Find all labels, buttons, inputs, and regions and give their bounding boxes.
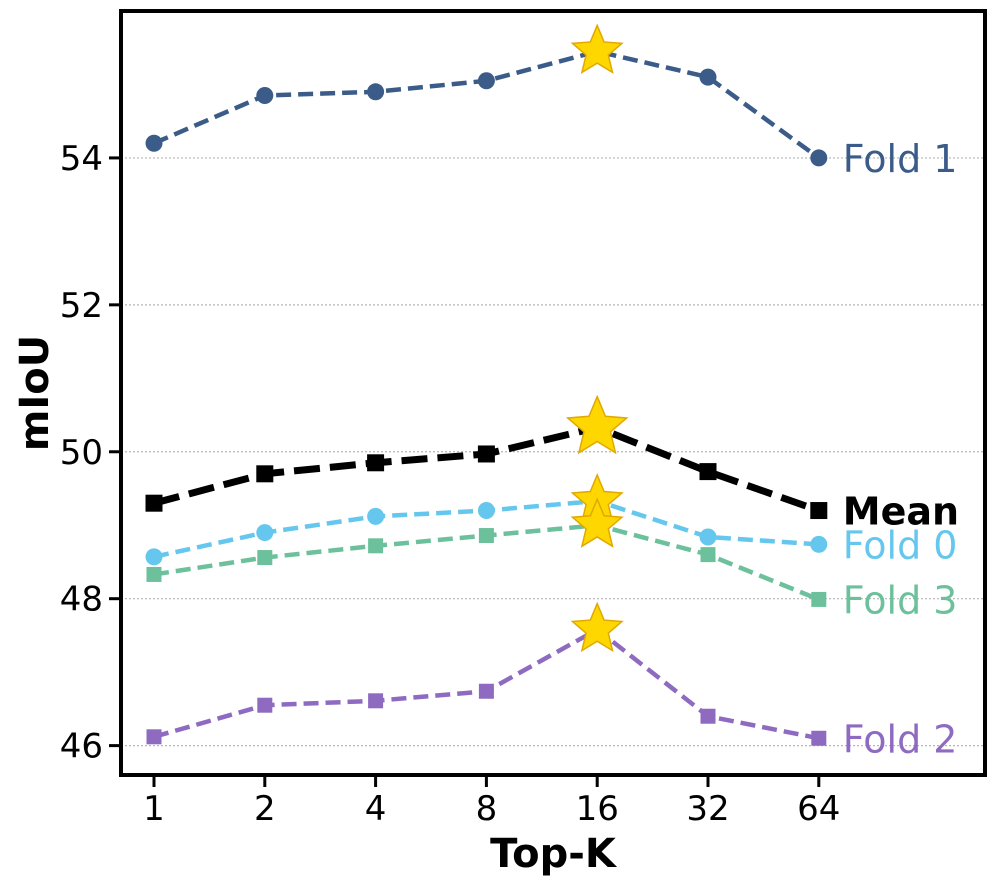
series-fold-2	[146, 627, 827, 746]
x-axis-title: Top-K	[490, 831, 618, 877]
series-line	[153, 424, 820, 514]
highlight-star-marker	[565, 394, 629, 455]
data-point	[145, 494, 163, 512]
data-point	[478, 683, 494, 699]
y-tick-label: 52	[60, 286, 103, 326]
data-point	[146, 729, 162, 745]
y-tick-label: 48	[60, 580, 103, 620]
x-tick-label: 1	[143, 789, 165, 829]
x-tick-label: 16	[576, 789, 619, 829]
data-point	[477, 72, 495, 90]
series-fold-0	[145, 498, 828, 566]
data-point	[699, 463, 717, 481]
series-label-fold-0: Fold 0	[843, 523, 958, 567]
data-point	[146, 566, 162, 582]
highlight-star-marker	[570, 601, 624, 653]
plot-frame	[119, 9, 987, 777]
data-point	[256, 524, 274, 542]
data-point	[368, 693, 384, 709]
x-tick-label: 2	[254, 789, 276, 829]
x-tick-label: 32	[686, 789, 729, 829]
data-point	[367, 454, 385, 472]
data-point	[810, 149, 828, 167]
series-fold-1	[145, 49, 828, 167]
y-tick-label: 54	[60, 139, 103, 179]
data-point	[700, 708, 716, 724]
data-point	[368, 538, 384, 554]
data-point	[699, 528, 717, 546]
data-point	[478, 528, 494, 544]
data-point	[810, 502, 828, 520]
y-axis-title: mIoU	[12, 335, 58, 452]
x-tick-label: 64	[797, 789, 840, 829]
series-label-fold-2: Fold 2	[843, 717, 958, 761]
data-point	[256, 86, 274, 104]
data-point	[257, 550, 273, 566]
data-point	[256, 465, 274, 483]
data-point	[811, 730, 827, 746]
data-point	[145, 548, 163, 566]
series-mean	[145, 424, 828, 520]
data-point	[477, 445, 495, 463]
data-point	[700, 547, 716, 563]
data-point	[477, 502, 495, 520]
series-layer	[145, 49, 828, 746]
data-point	[367, 507, 385, 525]
data-point	[257, 697, 273, 713]
series-label-mean: Mean	[843, 490, 959, 534]
highlight-stars	[565, 23, 629, 653]
series-line	[153, 49, 821, 160]
series-fold-3	[146, 522, 827, 607]
highlight-star-marker	[570, 23, 624, 75]
data-point	[367, 83, 385, 101]
series-label-fold-3: Fold 3	[843, 578, 958, 622]
y-tick-label: 46	[60, 727, 103, 767]
data-point	[699, 68, 717, 86]
data-point	[810, 535, 828, 553]
data-point	[811, 591, 827, 607]
series-label-fold-1: Fold 1	[843, 137, 958, 181]
y-tick-label: 50	[60, 433, 103, 473]
data-point	[145, 134, 163, 152]
highlight-star-marker	[570, 497, 624, 548]
gridlines	[121, 157, 985, 747]
x-tick-label: 4	[365, 789, 387, 829]
x-tick-label: 8	[476, 789, 498, 829]
